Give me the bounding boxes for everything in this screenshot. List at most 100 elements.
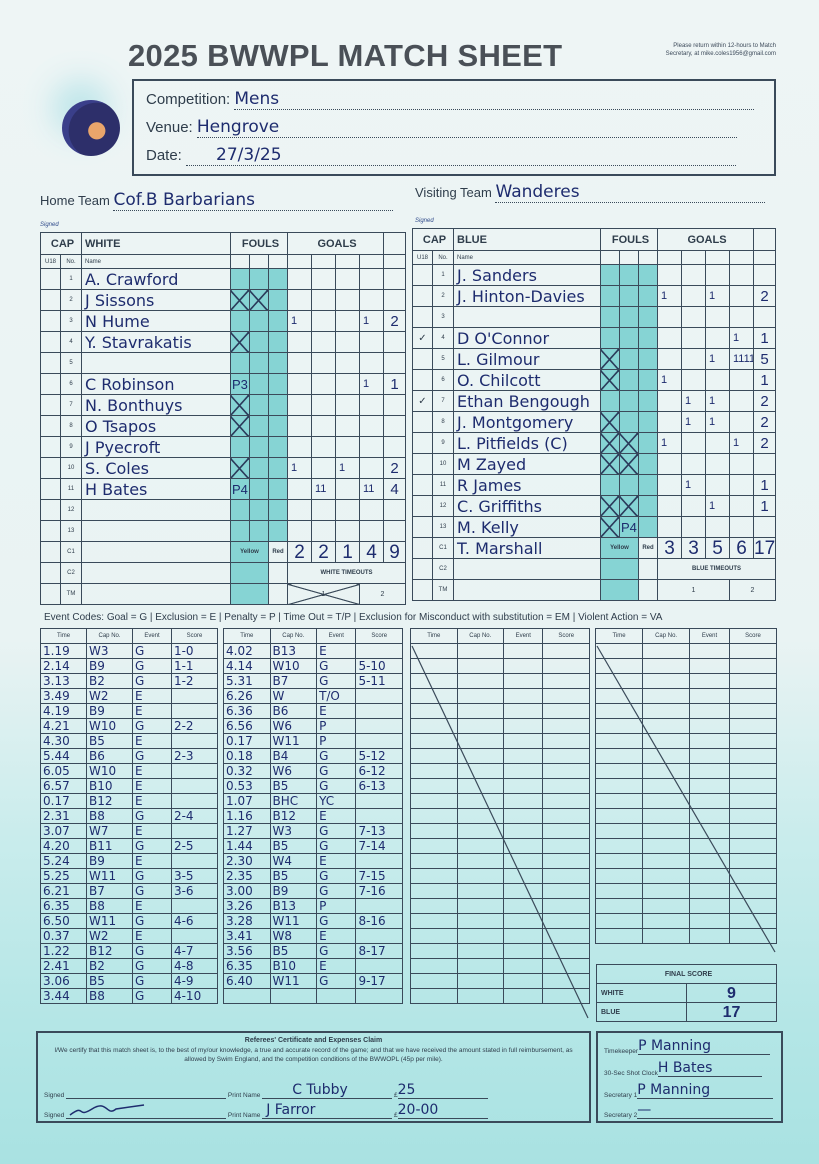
player-name: R James: [453, 474, 601, 496]
event-cell: [410, 748, 458, 764]
date-value: 27/3/25: [186, 145, 737, 166]
event-cell: [503, 658, 544, 674]
event-cell: [503, 823, 544, 839]
event-cell: G: [316, 973, 357, 989]
quarter-goals: [287, 478, 312, 500]
foul-mark: [267, 457, 289, 479]
event-cell: W11: [86, 913, 134, 929]
foul-mark: P4: [229, 478, 250, 500]
quarter-goals: 1: [657, 432, 682, 454]
foul-mark: [637, 348, 659, 370]
event-row: 6.26 W T/O: [223, 688, 403, 704]
event-row: [410, 913, 590, 929]
quarter-goals: [335, 478, 360, 500]
event-row: 2.30 W4 E: [223, 853, 403, 869]
event-cell: 7-13: [355, 823, 403, 839]
event-cell: [456, 688, 505, 704]
player-row: 11 H Bates P4 11 11 4: [40, 478, 406, 500]
u18-mark: [40, 268, 61, 290]
event-cell: [542, 763, 590, 779]
event-cell: [594, 883, 644, 899]
u18-mark: [412, 453, 433, 475]
event-column-header: Event: [316, 628, 357, 644]
event-cell: [689, 853, 730, 869]
event-column-header: Score: [542, 628, 590, 644]
event-cell: G: [132, 718, 172, 734]
foul-column-header: [599, 250, 620, 265]
event-cell: [503, 853, 544, 869]
foul-mark: [599, 474, 620, 496]
quarter-goals: [359, 268, 384, 290]
foul-mark: [248, 394, 269, 416]
event-cell: 4-10: [170, 988, 219, 1004]
timeout-1[interactable]: 1: [657, 579, 730, 601]
event-cell: W3: [86, 643, 134, 659]
event-row: 2.35 B5 G 7-15: [223, 868, 403, 884]
event-cell: [542, 928, 590, 944]
event-cell: 5.44: [39, 748, 88, 764]
quarter-total: 6: [729, 537, 754, 559]
event-cell: 6.36: [223, 703, 271, 719]
event-cell: [642, 793, 691, 809]
table-officials: TimekeeperP Manning 30-Sec Shot ClockH B…: [596, 1031, 783, 1123]
event-row: 3.28 W11 G 8-16: [223, 913, 403, 929]
event-cell: [728, 823, 778, 839]
event-row: [594, 778, 778, 794]
event-row: 6.36 B6 E: [223, 703, 403, 719]
event-cell: W10: [86, 718, 134, 734]
yellow-card-cell: [599, 579, 639, 601]
timeout-2[interactable]: 2: [359, 583, 406, 605]
event-cell: [594, 778, 644, 794]
player-total: 5: [753, 348, 776, 370]
foul-mark: X: [599, 369, 620, 391]
foul-mark: X: [599, 453, 620, 475]
event-cell: E: [132, 898, 172, 914]
event-cell: W11: [269, 733, 318, 749]
event-cell: 5.31: [223, 673, 271, 689]
foul-mark: X: [229, 457, 250, 479]
event-column-header: Time: [39, 628, 88, 644]
player-row: 7N. BonthuysX: [40, 394, 406, 416]
event-cell: W10: [86, 763, 134, 779]
foul-mark: [599, 285, 620, 307]
player-name: J. Montgomery: [453, 411, 601, 433]
quarter-goals: [335, 331, 360, 353]
cap-number: 10: [431, 453, 455, 475]
venue-value: Hengrove: [196, 117, 737, 138]
event-cell: 2-5: [170, 838, 219, 854]
event-cell: [456, 718, 505, 734]
event-cell: 3.13: [39, 673, 88, 689]
u18-header: U18: [412, 250, 433, 265]
foul-mark: [599, 306, 620, 328]
quarter-goals: [681, 495, 706, 517]
timeout-1[interactable]: 1: [287, 583, 360, 605]
cap-header: CAP: [39, 232, 83, 255]
event-cell: [410, 658, 458, 674]
quarter-goals: [287, 394, 312, 416]
yellow-card-label: Yellow: [599, 537, 639, 559]
cap-number: 9: [59, 436, 83, 458]
u18-mark: ✓: [412, 390, 433, 412]
player-total: 1: [383, 373, 406, 395]
foul-mark: [618, 390, 639, 412]
event-cell: G: [132, 838, 172, 854]
event-cell: 4.14: [223, 658, 271, 674]
foul-mark: [618, 348, 639, 370]
timeout-2[interactable]: 2: [729, 579, 776, 601]
event-cell: E: [316, 808, 357, 824]
event-cell: [503, 733, 544, 749]
u18-mark: [412, 432, 433, 454]
event-cell: 4-6: [170, 913, 219, 929]
event-cell: 4.21: [39, 718, 88, 734]
competition-label: Competition:: [146, 91, 231, 108]
event-cell: 4.02: [223, 643, 271, 659]
quarter-goals: [705, 474, 730, 496]
event-cell: P: [316, 733, 357, 749]
event-cell: [594, 673, 644, 689]
cap-header: CAP: [411, 228, 455, 251]
player-row: 12C. GriffithsXX11: [412, 495, 776, 517]
event-cell: W2: [86, 688, 134, 704]
event-cell: [728, 928, 778, 944]
event-cell: 6-13: [355, 778, 403, 794]
